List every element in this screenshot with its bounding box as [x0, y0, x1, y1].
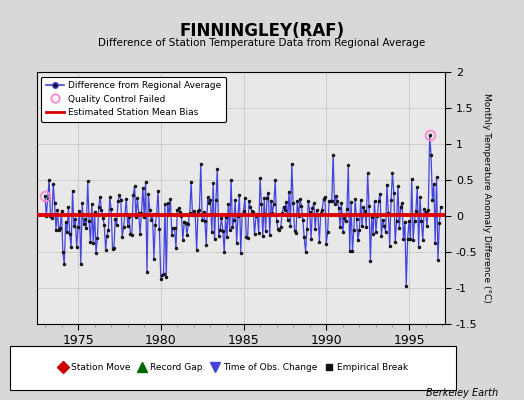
Text: FINNINGLEY(RAF): FINNINGLEY(RAF)	[179, 22, 345, 40]
Legend: Station Move, Record Gap, Time of Obs. Change, Empirical Break: Station Move, Record Gap, Time of Obs. C…	[54, 360, 412, 376]
Legend: Difference from Regional Average, Quality Control Failed, Estimated Station Mean: Difference from Regional Average, Qualit…	[41, 76, 226, 122]
Y-axis label: Monthly Temperature Anomaly Difference (°C): Monthly Temperature Anomaly Difference (…	[482, 93, 492, 303]
Text: Difference of Station Temperature Data from Regional Average: Difference of Station Temperature Data f…	[99, 38, 425, 48]
Text: Berkeley Earth: Berkeley Earth	[425, 388, 498, 398]
